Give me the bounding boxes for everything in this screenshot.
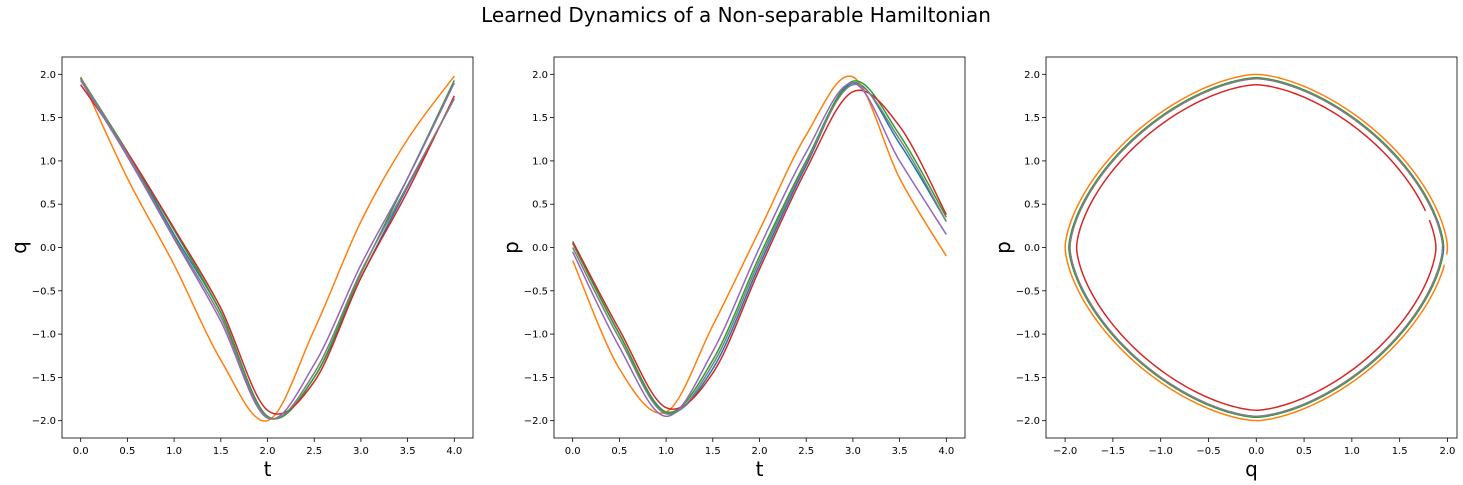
series-line-2 bbox=[79, 75, 455, 422]
x-tick-label: 2.0 bbox=[752, 446, 768, 457]
x-axis-label: t bbox=[756, 457, 764, 481]
axes-frame bbox=[1045, 56, 1458, 439]
subplot-1: 0.0 0.5 1.0 1.5 2.0 2.5 3.0 3.5 4.0 −2.0 −1.5 −1.0 −… bbox=[7, 56, 474, 481]
y-tick-label: 1.0 bbox=[1024, 156, 1040, 167]
y-tick-label: 0.5 bbox=[1024, 200, 1040, 211]
y-tick-label: 1.5 bbox=[1024, 113, 1040, 124]
series-line-6 bbox=[80, 78, 455, 420]
y-tick-label: −1.5 bbox=[1016, 373, 1040, 384]
subplot-2: 0.0 0.5 1.0 1.5 2.0 2.5 3.0 3.5 4.0 −2.0 −1.5 −1.0 −… bbox=[499, 56, 966, 481]
y-tick-label: −1.5 bbox=[32, 373, 56, 384]
y-tick-label: 0.5 bbox=[40, 200, 56, 211]
y-tick-label: 1.0 bbox=[532, 156, 548, 167]
x-tick-label: 2.0 bbox=[1439, 446, 1455, 457]
series-line-5 bbox=[80, 79, 455, 420]
x-tick-label: 1.5 bbox=[1392, 446, 1408, 457]
y-tick-label: −2.0 bbox=[32, 416, 56, 427]
series-line-4 bbox=[80, 84, 455, 415]
y-tick-label: 2.0 bbox=[40, 70, 56, 81]
x-tick-label: 4.0 bbox=[446, 446, 462, 457]
y-tick-label: 0.0 bbox=[1024, 243, 1040, 254]
x-tick-label: 0.5 bbox=[119, 446, 135, 457]
series-line-3 bbox=[1068, 77, 1445, 418]
x-tick-label: 0.0 bbox=[565, 446, 581, 457]
series-line-4 bbox=[1069, 77, 1444, 418]
x-tick-label: 1.5 bbox=[213, 446, 229, 457]
series-line-3 bbox=[572, 80, 947, 413]
figure-title: Learned Dynamics of a Non-separable Hami… bbox=[481, 3, 991, 27]
x-tick-label: 3.5 bbox=[400, 446, 416, 457]
y-tick-label: −2.0 bbox=[1016, 416, 1040, 427]
series-line-3 bbox=[80, 77, 455, 420]
series-line-1 bbox=[1064, 73, 1449, 422]
x-tick-label: 3.5 bbox=[892, 446, 908, 457]
x-tick-label: 0.5 bbox=[611, 446, 627, 457]
x-tick-label: 0.0 bbox=[1248, 446, 1264, 457]
plot-area bbox=[571, 75, 947, 418]
plot-area bbox=[79, 75, 455, 422]
x-axis-label: q bbox=[1245, 457, 1258, 481]
x-tick-label: 0.5 bbox=[1296, 446, 1312, 457]
y-tick-label: −2.0 bbox=[524, 416, 548, 427]
y-tick-label: −1.0 bbox=[1016, 330, 1040, 341]
subplots: 0.0 0.5 1.0 1.5 2.0 2.5 3.0 3.5 4.0−2.0−1.5−1.0−… bbox=[7, 56, 1458, 481]
y-tick-label: −0.5 bbox=[32, 286, 56, 297]
x-tick-label: −1.0 bbox=[1149, 446, 1173, 457]
series-line-5 bbox=[1069, 77, 1444, 418]
series-line-6 bbox=[572, 83, 947, 415]
y-tick-label: 2.0 bbox=[532, 70, 548, 81]
axes-frame bbox=[61, 56, 474, 439]
x-tick-label: 2.5 bbox=[798, 446, 814, 457]
x-tick-label: −1.5 bbox=[1101, 446, 1125, 457]
x-tick-label: 1.0 bbox=[658, 446, 674, 457]
y-tick-label: 2.0 bbox=[1024, 70, 1040, 81]
y-axis-label: q bbox=[7, 241, 31, 254]
y-axis-label: p bbox=[499, 241, 523, 254]
x-tick-label: 1.0 bbox=[166, 446, 182, 457]
x-tick-label: 1.5 bbox=[705, 446, 721, 457]
y-tick-label: 0.0 bbox=[532, 243, 548, 254]
subplot-3: −2.0 −1.5 −1.0 −0.5 0.0 0.5 1.0 1.5 2.0 −2.0 −1.5 −… bbox=[991, 56, 1458, 481]
y-axis-label: p bbox=[991, 241, 1015, 254]
y-tick-label: −1.0 bbox=[32, 330, 56, 341]
plot-area bbox=[1064, 73, 1449, 422]
x-axis-label: t bbox=[264, 457, 272, 481]
series-line-4 bbox=[572, 89, 947, 410]
series-line-6 bbox=[1075, 83, 1437, 412]
x-tick-label: −2.0 bbox=[1053, 446, 1077, 457]
x-tick-label: 3.0 bbox=[845, 446, 861, 457]
y-tick-label: −0.5 bbox=[524, 286, 548, 297]
series-line-5 bbox=[572, 82, 947, 418]
y-tick-label: 0.0 bbox=[40, 243, 56, 254]
y-tick-label: 0.5 bbox=[532, 200, 548, 211]
y-tick-label: 1.0 bbox=[40, 156, 56, 167]
x-tick-label: 4.0 bbox=[938, 446, 954, 457]
x-tick-label: 2.0 bbox=[260, 446, 276, 457]
x-tick-label: 3.0 bbox=[353, 446, 369, 457]
series-line-2 bbox=[1068, 77, 1445, 418]
x-tick-label: 2.5 bbox=[306, 446, 322, 457]
x-tick-label: −0.5 bbox=[1196, 446, 1220, 457]
y-tick-label: 1.5 bbox=[532, 113, 548, 124]
y-tick-label: −0.5 bbox=[1016, 286, 1040, 297]
x-tick-label: 1.0 bbox=[1344, 446, 1360, 457]
y-tick-label: −1.5 bbox=[524, 373, 548, 384]
y-tick-label: −1.0 bbox=[524, 330, 548, 341]
y-tick-label: 1.5 bbox=[40, 113, 56, 124]
series-line-2 bbox=[571, 75, 947, 415]
x-tick-label: 0.0 bbox=[73, 446, 89, 457]
series-line-1 bbox=[80, 78, 455, 420]
